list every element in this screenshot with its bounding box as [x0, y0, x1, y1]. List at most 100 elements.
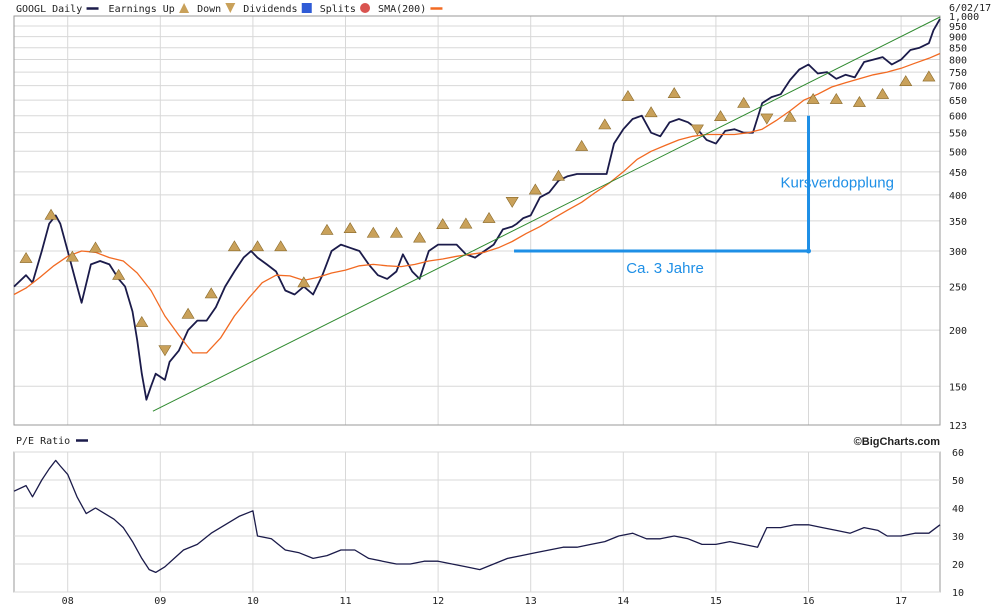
earnings-up-marker	[482, 211, 496, 223]
earnings-up-marker	[181, 307, 195, 319]
earnings-up-marker	[88, 241, 103, 253]
earnings-up-marker	[204, 287, 218, 299]
x-tick-label: 11	[339, 596, 351, 607]
trendline	[152, 16, 941, 412]
earnings-up-marker	[297, 276, 311, 288]
earnings-up-marker	[389, 226, 403, 238]
price-y-tick-label: 950	[949, 22, 967, 33]
pe-y-axis: 10 20 30 40 50 60	[952, 448, 964, 599]
x-tick-label: 13	[525, 596, 537, 607]
price-y-tick-label: 800	[949, 56, 967, 67]
price-y-tick-label: 123	[949, 421, 967, 432]
earnings-up-marker	[922, 70, 936, 82]
earnings-up-marker	[44, 208, 58, 220]
earnings-up-marker	[135, 315, 149, 327]
pe-y-tick-label: 20	[952, 560, 964, 571]
earnings-up-marker	[737, 96, 751, 108]
earnings-up-marker	[227, 240, 241, 252]
earnings-up-marker	[852, 96, 866, 107]
price-y-tick-label: 900	[949, 33, 967, 44]
price-y-tick-label: 750	[949, 68, 967, 79]
pe-y-tick-label: 40	[952, 504, 964, 515]
legend-label: SMA(200)	[378, 4, 426, 15]
price-y-tick-label: 700	[949, 82, 967, 93]
earnings-down-marker	[505, 196, 519, 208]
price-y-tick-label: 850	[949, 44, 967, 55]
earnings-up-marker	[551, 169, 566, 181]
legend-label: Earnings Up	[109, 4, 175, 15]
earnings-up-marker	[829, 92, 843, 104]
earnings-up-marker	[366, 226, 380, 238]
earnings-up-marker	[575, 139, 589, 151]
x-tick-label: 10	[247, 596, 259, 607]
x-tick-label: 17	[895, 596, 907, 607]
earnings-up-marker	[413, 231, 427, 243]
earnings-down-marker	[690, 124, 704, 136]
earnings-up-marker	[783, 110, 797, 122]
pe-y-tick-label: 30	[952, 532, 964, 543]
price-y-tick-label: 400	[949, 191, 967, 202]
earnings-up-marker	[320, 223, 334, 235]
price-y-tick-label: 650	[949, 96, 967, 107]
price-y-tick-label: 250	[949, 283, 967, 294]
price-y-tick-label: 150	[949, 382, 967, 393]
price-y-tick-label: 450	[949, 168, 967, 179]
earnings-up-marker	[621, 90, 635, 101]
earnings-up-marker	[667, 87, 681, 99]
earnings-up-marker	[436, 218, 450, 230]
x-tick-label: 15	[710, 596, 722, 607]
price-y-tick-label: 600	[949, 112, 967, 123]
price-y-tick-label: 300	[949, 247, 967, 258]
price-panel: Kursverdopplung Ca. 3 Jahre 1,00095090085…	[13, 3, 991, 432]
bracket-corner-dot	[806, 248, 812, 254]
pe-y-tick-label: 50	[952, 476, 964, 487]
price-y-tick-label: 350	[949, 217, 967, 228]
earnings-up-marker	[644, 106, 658, 118]
pe-lines	[13, 459, 941, 574]
price-series-line	[13, 18, 941, 401]
earnings-down-marker	[158, 345, 172, 357]
x-tick-label: 16	[802, 596, 814, 607]
pe-ratio-line	[13, 459, 941, 574]
x-tick-label: 12	[432, 596, 444, 607]
copyright-text: ©BigCharts.com	[854, 436, 941, 448]
legend-label: Down	[197, 4, 221, 15]
earnings-up-marker	[598, 118, 612, 130]
price-y-tick-label: 550	[949, 129, 967, 140]
sma200-line	[13, 52, 941, 354]
earnings-down-marker	[760, 113, 774, 125]
price-y-tick-label: 200	[949, 326, 967, 337]
legend-label: GOOGL Daily	[16, 4, 82, 15]
pe-y-tick-label: 10	[952, 588, 964, 599]
earnings-up-marker	[274, 240, 288, 252]
earnings-up-marker	[714, 110, 728, 121]
legend-split-icon	[360, 3, 371, 13]
kursverdopplung-label: Kursverdopplung	[781, 174, 894, 191]
pe-ratio-panel: 10 20 30 40 50 60 08 09 10 11 12 13 14 15 16 17 P/E Ra…	[13, 436, 964, 607]
earnings-up-marker	[528, 183, 542, 195]
x-tick-label: 08	[62, 596, 74, 607]
pe-legend: P/E Ratio	[16, 436, 88, 447]
date-label: 6/02/17	[949, 3, 991, 14]
earnings-up-marker	[65, 250, 79, 262]
legend: GOOGL Daily Earnings Up Down Dividends Split…	[16, 3, 443, 15]
earnings-up-marker	[899, 75, 913, 86]
price-y-tick-label: 500	[949, 147, 967, 158]
annotations: Kursverdopplung Ca. 3 Jahre	[514, 115, 894, 277]
legend-earnings-up-icon	[179, 3, 190, 13]
price-grid	[14, 15, 940, 426]
earnings-up-marker	[251, 240, 265, 252]
earnings-up-marker	[876, 87, 890, 99]
pe-ratio-title: P/E Ratio	[16, 436, 70, 447]
earnings-up-marker	[19, 252, 33, 263]
earnings-up-marker	[806, 92, 820, 104]
legend-earnings-down-icon	[225, 3, 236, 13]
price-lines	[13, 16, 941, 412]
x-tick-label: 14	[617, 596, 629, 607]
earnings-up-marker	[343, 222, 357, 234]
price-y-tick-label: 1,000	[949, 12, 979, 23]
x-tick-label: 09	[154, 596, 166, 607]
earnings-up-marker	[112, 268, 126, 280]
